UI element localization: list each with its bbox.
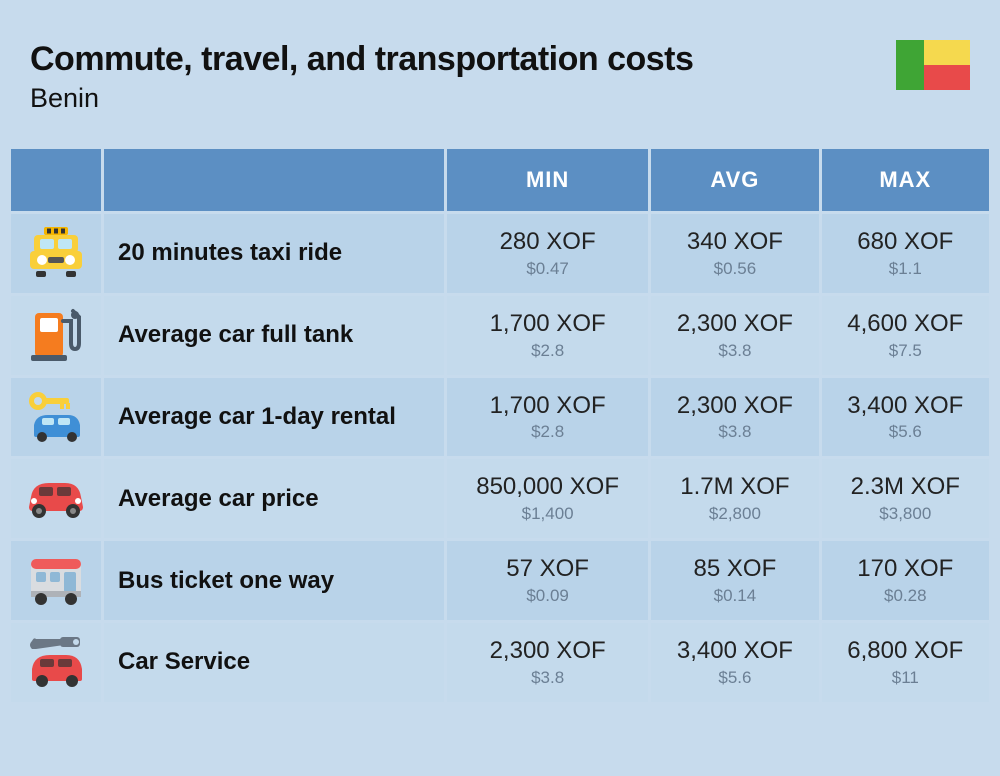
value-main: 340 XOF <box>659 228 810 257</box>
value-main: 280 XOF <box>455 228 640 257</box>
col-min: MIN <box>447 149 648 211</box>
value-main: 680 XOF <box>830 228 981 257</box>
cost-table: MIN AVG MAX 20 minutes taxi ride280 XOF$… <box>8 146 992 705</box>
cell-max: 170 XOF$0.28 <box>822 541 989 620</box>
benin-flag-icon <box>896 40 970 90</box>
value-sub: $5.6 <box>659 668 810 688</box>
row-label: Average car 1-day rental <box>104 378 444 457</box>
value-sub: $0.09 <box>455 586 640 606</box>
value-sub: $1,400 <box>455 504 640 524</box>
page-title: Commute, travel, and transportation cost… <box>30 40 970 79</box>
page-subtitle: Benin <box>30 83 970 114</box>
table-row: Bus ticket one way57 XOF$0.0985 XOF$0.14… <box>11 541 989 620</box>
row-label: Average car price <box>104 459 444 538</box>
cell-avg: 2,300 XOF$3.8 <box>651 378 818 457</box>
value-sub: $2.8 <box>455 341 640 361</box>
cell-max: 680 XOF$1.1 <box>822 214 989 293</box>
cell-max: 2.3M XOF$3,800 <box>822 459 989 538</box>
value-main: 1,700 XOF <box>455 310 640 339</box>
value-sub: $3.8 <box>659 341 810 361</box>
value-sub: $11 <box>830 668 981 688</box>
cell-avg: 340 XOF$0.56 <box>651 214 818 293</box>
col-item <box>104 149 444 211</box>
car-red-icon <box>11 459 101 538</box>
value-sub: $3.8 <box>659 422 810 442</box>
value-main: 2,300 XOF <box>659 310 810 339</box>
value-main: 2.3M XOF <box>830 473 981 502</box>
value-main: 6,800 XOF <box>830 637 981 666</box>
cell-min: 57 XOF$0.09 <box>447 541 648 620</box>
wrench-car-icon <box>11 623 101 702</box>
table-row: Average car 1-day rental1,700 XOF$2.82,3… <box>11 378 989 457</box>
col-icon <box>11 149 101 211</box>
cell-max: 4,600 XOF$7.5 <box>822 296 989 375</box>
cell-min: 1,700 XOF$2.8 <box>447 296 648 375</box>
value-sub: $0.56 <box>659 259 810 279</box>
value-sub: $2.8 <box>455 422 640 442</box>
value-sub: $3.8 <box>455 668 640 688</box>
cell-min: 1,700 XOF$2.8 <box>447 378 648 457</box>
bus-icon <box>11 541 101 620</box>
table-row: 20 minutes taxi ride280 XOF$0.47340 XOF$… <box>11 214 989 293</box>
value-main: 1,700 XOF <box>455 392 640 421</box>
value-main: 85 XOF <box>659 555 810 584</box>
car-key-icon <box>11 378 101 457</box>
table-row: Average car full tank1,700 XOF$2.82,300 … <box>11 296 989 375</box>
value-main: 2,300 XOF <box>455 637 640 666</box>
value-sub: $3,800 <box>830 504 981 524</box>
cell-avg: 2,300 XOF$3.8 <box>651 296 818 375</box>
value-main: 3,400 XOF <box>830 392 981 421</box>
cell-min: 850,000 XOF$1,400 <box>447 459 648 538</box>
value-main: 3,400 XOF <box>659 637 810 666</box>
cell-max: 6,800 XOF$11 <box>822 623 989 702</box>
cell-max: 3,400 XOF$5.6 <box>822 378 989 457</box>
row-label: 20 minutes taxi ride <box>104 214 444 293</box>
fuel-pump-icon <box>11 296 101 375</box>
row-label: Bus ticket one way <box>104 541 444 620</box>
value-sub: $0.14 <box>659 586 810 606</box>
value-sub: $5.6 <box>830 422 981 442</box>
value-sub: $1.1 <box>830 259 981 279</box>
table-row: Average car price850,000 XOF$1,4001.7M X… <box>11 459 989 538</box>
value-main: 1.7M XOF <box>659 473 810 502</box>
value-sub: $0.47 <box>455 259 640 279</box>
table-row: Car Service2,300 XOF$3.83,400 XOF$5.66,8… <box>11 623 989 702</box>
cell-min: 280 XOF$0.47 <box>447 214 648 293</box>
value-sub: $0.28 <box>830 586 981 606</box>
value-main: 170 XOF <box>830 555 981 584</box>
cell-min: 2,300 XOF$3.8 <box>447 623 648 702</box>
value-sub: $7.5 <box>830 341 981 361</box>
value-main: 57 XOF <box>455 555 640 584</box>
value-main: 2,300 XOF <box>659 392 810 421</box>
cell-avg: 3,400 XOF$5.6 <box>651 623 818 702</box>
row-label: Average car full tank <box>104 296 444 375</box>
value-main: 850,000 XOF <box>455 473 640 502</box>
taxi-icon <box>11 214 101 293</box>
value-sub: $2,800 <box>659 504 810 524</box>
col-max: MAX <box>822 149 989 211</box>
value-main: 4,600 XOF <box>830 310 981 339</box>
row-label: Car Service <box>104 623 444 702</box>
cell-avg: 85 XOF$0.14 <box>651 541 818 620</box>
col-avg: AVG <box>651 149 818 211</box>
header: Commute, travel, and transportation cost… <box>0 0 1000 142</box>
cell-avg: 1.7M XOF$2,800 <box>651 459 818 538</box>
